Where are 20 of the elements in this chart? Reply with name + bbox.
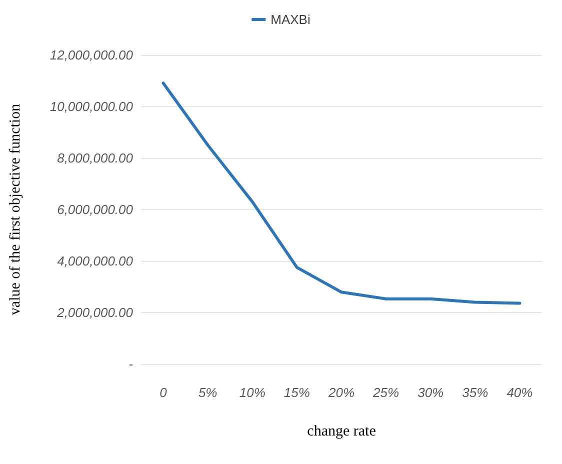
x-tick-label: 5% bbox=[198, 385, 218, 400]
x-tick-label: 35% bbox=[462, 385, 488, 400]
y-tick-label: - bbox=[128, 356, 134, 372]
y-axis-title: value of the first objective function bbox=[8, 103, 24, 316]
y-tick-label: 12,000,000.00 bbox=[50, 48, 134, 62]
x-tick-label: 0 bbox=[160, 385, 168, 400]
x-tick-label: 25% bbox=[372, 385, 400, 400]
x-tick-label: 15% bbox=[284, 385, 310, 400]
y-tick-label: 10,000,000.00 bbox=[50, 99, 134, 114]
y-tick-label: 8,000,000.00 bbox=[57, 150, 134, 166]
y-tick-label: 6,000,000.00 bbox=[57, 202, 134, 217]
y-tick-label: 4,000,000.00 bbox=[57, 254, 134, 268]
line-series bbox=[162, 82, 522, 305]
x-tick-label: 20% bbox=[327, 385, 355, 400]
x-tick-label: 40% bbox=[506, 385, 533, 400]
x-axis-title: change rate bbox=[307, 424, 376, 440]
y-tick-label: 2,000,000.00 bbox=[56, 305, 134, 320]
x-tick-label: 30% bbox=[418, 385, 444, 400]
x-tick-label: 10% bbox=[239, 385, 266, 400]
legend-label: MAXBi bbox=[270, 12, 310, 27]
